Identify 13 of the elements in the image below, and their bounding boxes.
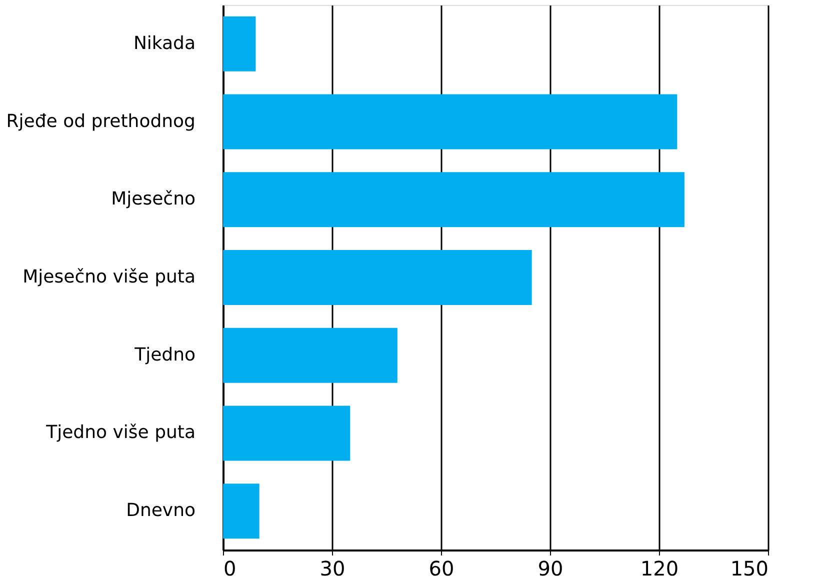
y-tick-label: Mjesečno [111, 188, 196, 210]
y-tick-label: Tjedno više puta [45, 422, 196, 444]
x-tick-label: 0 [224, 556, 236, 580]
x-tick-label: 60 [428, 556, 454, 580]
y-tick-label: Dnevno [126, 500, 196, 522]
x-tick-label: 150 [730, 556, 768, 580]
y-tick-label: Tjedno [134, 344, 196, 366]
y-tick-label: Rjeđe od prethodnog [6, 110, 196, 132]
y-tick-label: Nikada [133, 32, 196, 54]
x-tick-label: 30 [320, 556, 346, 580]
x-tick-label: 120 [640, 556, 679, 580]
y-tick-label: Mjesečno više puta [22, 266, 196, 288]
x-tick-label: 90 [538, 556, 564, 580]
